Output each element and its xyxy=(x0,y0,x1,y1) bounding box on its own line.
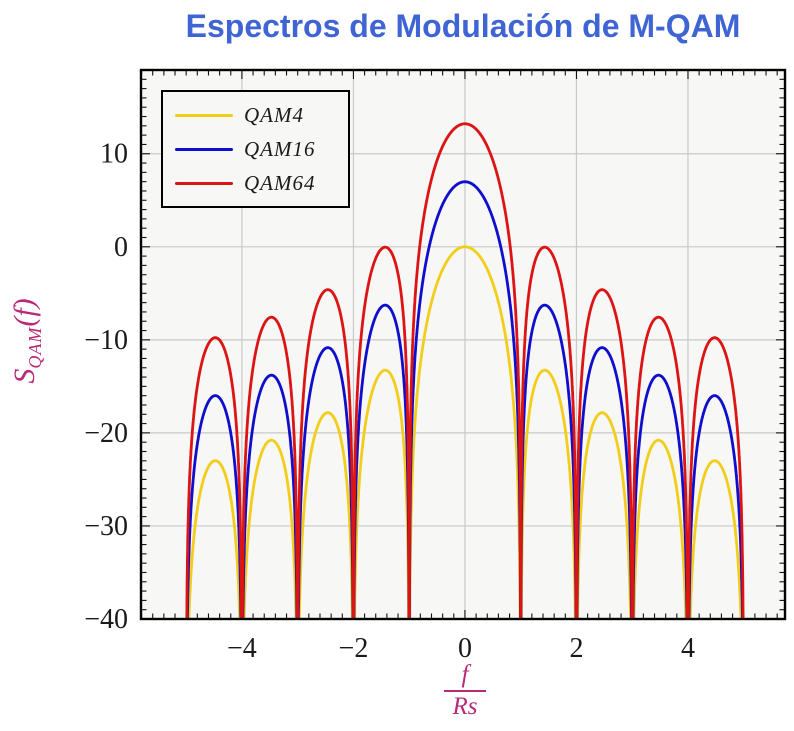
y-axis-label: SQAM(f) xyxy=(8,241,46,441)
x-label-numerator: f xyxy=(461,661,469,688)
x-axis-label: f Rs xyxy=(415,661,515,721)
x-label-denominator: Rs xyxy=(452,693,478,720)
fraction-bar-icon xyxy=(444,689,486,692)
curve-qam64 xyxy=(185,122,745,619)
y-tick-label: −10 xyxy=(84,325,128,356)
x-tick-label: −2 xyxy=(339,633,369,664)
curve-qam16 xyxy=(186,180,744,619)
y-tick-label: −30 xyxy=(84,511,128,542)
y-tick-label: 0 xyxy=(114,232,128,263)
curves xyxy=(185,122,745,619)
legend: QAM4 QAM16 QAM64 xyxy=(161,90,350,208)
axis-frame xyxy=(139,68,787,621)
legend-line-sample xyxy=(175,181,233,185)
y-tick-label: −40 xyxy=(84,604,128,635)
chart-title: Espectros de Modulación de M-QAM xyxy=(185,8,741,44)
legend-label: QAM4 xyxy=(244,102,304,127)
x-tick-label: 4 xyxy=(681,633,695,664)
y-label-suffix: (f) xyxy=(8,298,41,327)
legend-line-sample xyxy=(175,113,233,117)
curve-qam4 xyxy=(187,245,743,619)
y-label-subscript: QAM xyxy=(25,326,45,369)
y-label-base: S xyxy=(8,368,41,384)
legend-label: QAM64 xyxy=(244,170,316,195)
x-tick-label: 0 xyxy=(458,633,472,664)
y-tick-label: −20 xyxy=(84,418,128,449)
x-tick-label: −4 xyxy=(227,633,257,664)
legend-entry-qam4: QAM4 xyxy=(175,103,338,128)
legend-line-sample xyxy=(175,147,233,151)
legend-entry-qam64: QAM64 xyxy=(175,171,338,196)
y-tick-label: 10 xyxy=(100,139,128,170)
x-tick-label: 2 xyxy=(569,633,583,664)
legend-entry-qam16: QAM16 xyxy=(175,137,338,162)
legend-label: QAM16 xyxy=(244,136,316,161)
